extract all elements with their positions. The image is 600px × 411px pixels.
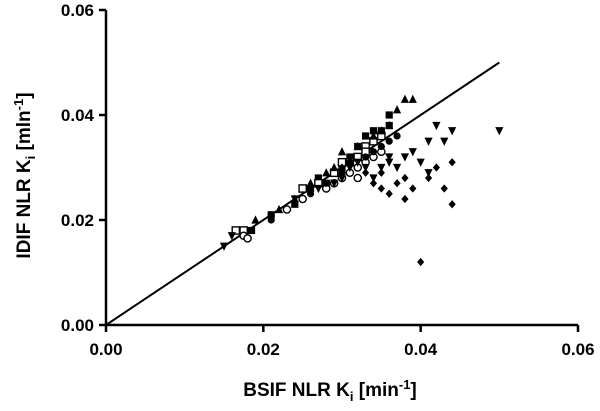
y-tick-label: 0.04: [61, 106, 95, 125]
data-point-triangle-down: [227, 232, 236, 241]
data-point-square-open: [298, 184, 307, 193]
data-point-triangle-down: [290, 195, 299, 204]
data-point-triangle-up: [408, 94, 417, 103]
data-point-triangle-up: [400, 94, 410, 103]
data-point-triangle-down: [345, 163, 354, 173]
data-point-square-filled: [362, 132, 370, 140]
data-point-diamond-filled: [432, 163, 440, 172]
data-point-circle-filled: [362, 153, 370, 161]
data-point-triangle-up: [306, 178, 315, 187]
data-point-triangle-up: [392, 105, 402, 114]
data-point-triangle-down: [377, 163, 386, 173]
data-point-diamond-filled: [424, 173, 433, 183]
data-point-square-filled: [291, 200, 299, 208]
data-point-triangle-down: [432, 121, 441, 131]
data-point-circle-filled: [393, 132, 401, 140]
identity-line: [105, 61, 500, 326]
data-point-diamond-filled: [346, 158, 354, 167]
data-point-circle-filled: [385, 137, 393, 145]
x-axis-title-bracket_open: [min: [353, 380, 398, 401]
data-point-triangle-up: [377, 126, 386, 135]
data-point-triangle-up: [274, 204, 284, 214]
y-axis-title: IDIF NLR Ki [mln-1]: [11, 92, 38, 258]
y-tick-label: 0.00: [61, 316, 94, 335]
data-point-triangle-down: [385, 153, 394, 162]
data-point-diamond-filled: [448, 200, 456, 209]
x-axis-title-bracket_close: ]: [410, 380, 416, 401]
data-point-triangle-down: [400, 153, 410, 162]
data-point-triangle-down: [361, 163, 370, 173]
x-axis-title-sup: -1: [399, 377, 411, 392]
data-point-triangle-down: [314, 184, 323, 194]
y-tick-label: 0.06: [61, 1, 94, 20]
data-point-triangle-down: [448, 127, 457, 136]
data-point-circle-open: [298, 194, 307, 204]
data-point-triangle-up: [369, 131, 378, 140]
data-point-square-filled: [346, 153, 354, 161]
data-point-triangle-down: [416, 158, 425, 167]
data-point-circle-filled: [369, 148, 378, 156]
data-point-triangle-down: [440, 137, 449, 146]
data-point-circle-filled: [306, 190, 315, 198]
x-axis-title: BSIF NLR Ki [min-1]: [243, 377, 417, 404]
data-point-triangle-up: [337, 147, 347, 156]
data-point-circle-open: [243, 234, 252, 243]
data-point-circle-filled: [322, 179, 330, 187]
data-point-diamond-filled: [409, 184, 417, 193]
y-axis-title-bracket_open: [mln: [14, 110, 35, 155]
y-axis-title-sup: -1: [11, 99, 26, 111]
data-point-triangle-up: [322, 168, 331, 177]
data-point-diamond-filled: [393, 179, 401, 188]
data-point-diamond-filled: [440, 184, 448, 193]
data-point-diamond-filled: [417, 257, 425, 267]
data-point-diamond-filled: [362, 168, 370, 177]
x-tick-label: 0.06: [561, 340, 594, 359]
data-point-triangle-up: [353, 141, 362, 151]
x-axis-title-sub: i: [350, 389, 354, 404]
data-point-triangle-down: [385, 158, 394, 167]
data-point-triangle-down: [330, 179, 339, 188]
data-point-diamond-filled: [401, 173, 409, 183]
data-point-circle-filled: [377, 142, 385, 151]
data-point-triangle-down: [369, 174, 378, 183]
data-point-diamond-filled: [448, 158, 456, 167]
data-point-diamond-filled: [369, 179, 378, 188]
data-point-triangle-down: [495, 127, 504, 136]
data-point-triangle-down: [392, 163, 402, 173]
data-point-diamond-filled: [401, 194, 409, 204]
y-tick-label: 0.02: [61, 211, 94, 230]
data-point-circle-open: [282, 205, 292, 214]
data-point-circle-filled: [267, 216, 275, 224]
data-point-diamond-filled: [385, 189, 393, 198]
x-tick-label: 0.02: [247, 340, 280, 359]
y-axis-title-bracket_close: ]: [14, 92, 35, 98]
data-point-square-filled: [247, 226, 256, 235]
x-tick-label: 0.04: [404, 340, 438, 359]
data-point-triangle-down: [337, 174, 347, 183]
data-point-triangle-up: [330, 162, 339, 172]
y-axis-title-main: IDIF NLR K: [14, 159, 35, 258]
x-axis-title-main: BSIF NLR K: [243, 380, 350, 401]
data-point-triangle-up: [385, 120, 394, 130]
data-point-triangle-up: [251, 215, 260, 224]
data-point-square-filled: [267, 211, 275, 219]
data-point-triangle-down: [408, 148, 417, 157]
data-point-triangle-down: [424, 169, 433, 178]
data-point-triangle-down: [353, 158, 362, 167]
data-point-triangle-down: [424, 137, 433, 146]
y-axis-title-sub: i: [23, 156, 38, 160]
x-tick-label: 0.00: [89, 340, 122, 359]
data-point-diamond-filled: [377, 184, 385, 193]
data-point-square-filled: [306, 184, 315, 193]
data-point-diamond-filled: [338, 163, 346, 172]
data-point-circle-open: [353, 173, 363, 183]
data-point-square-filled: [314, 174, 322, 182]
data-point-triangle-down: [219, 242, 229, 251]
data-point-square-filled: [385, 111, 393, 119]
data-point-diamond-filled: [377, 168, 385, 177]
data-point-square-filled: [369, 127, 378, 135]
